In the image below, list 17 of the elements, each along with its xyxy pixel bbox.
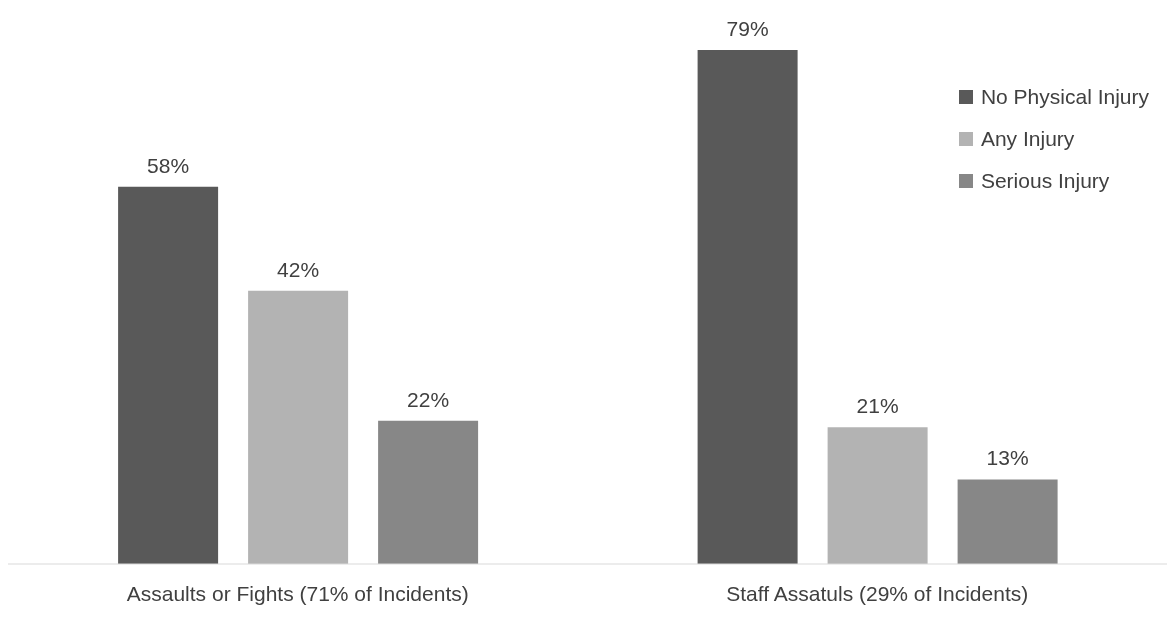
- data-label: 79%: [726, 17, 769, 40]
- bar: [957, 479, 1058, 564]
- x-tick-label: Assaults or Fights (71% of Incidents): [126, 581, 469, 605]
- data-label: 21%: [856, 394, 899, 418]
- bar: [118, 186, 219, 564]
- data-label: 22%: [407, 387, 450, 411]
- legend-label: Any Injury: [980, 127, 1075, 151]
- legend-label: Serious Injury: [980, 169, 1110, 193]
- bar: [248, 290, 349, 564]
- bar: [697, 50, 798, 564]
- data-label: 13%: [986, 446, 1029, 470]
- data-label: 58%: [147, 153, 190, 177]
- x-tick-label: Staff Assatuls (29% of Incidents): [726, 581, 1029, 605]
- data-label: 42%: [277, 257, 320, 281]
- legend-label: No Physical Injury: [980, 85, 1149, 109]
- bar: [827, 427, 928, 564]
- bar: [378, 420, 479, 564]
